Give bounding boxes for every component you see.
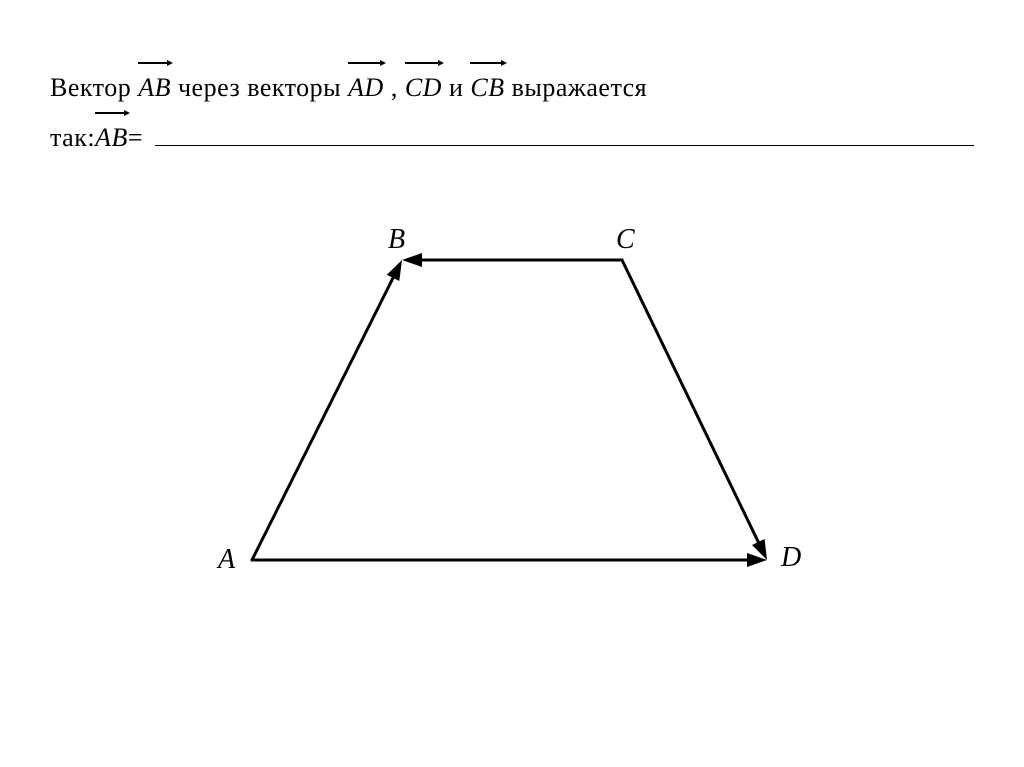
vector-ab (252, 260, 402, 560)
vector-cd (622, 260, 767, 560)
point-label-d: D (781, 542, 801, 574)
vector-diagram: A B C D (192, 220, 832, 600)
text-prefix: Вектор (50, 73, 138, 102)
vector-cb (402, 253, 622, 267)
answer-blank (155, 118, 974, 147)
text-sep2: и (449, 73, 470, 102)
problem-statement: Вектор AB через векторы AD , CD и CB выр… (50, 60, 974, 160)
point-label-b: B (388, 224, 405, 256)
point-label-a: A (218, 544, 235, 576)
diagram-svg (192, 220, 832, 600)
text-suffix: выражается (512, 73, 648, 102)
text-equals: = (128, 116, 143, 160)
vector-cd: CD (405, 60, 442, 110)
point-label-c: C (616, 224, 635, 256)
vector-cb: CB (470, 60, 504, 110)
vector-ab-eq: AB (95, 110, 128, 160)
diagram-container: A B C D (50, 220, 974, 600)
text-line2-prefix: так: (50, 116, 95, 160)
vector-ad: AD (348, 60, 384, 110)
vector-ad (252, 553, 767, 567)
text-sep1: , (391, 73, 405, 102)
text-mid1: через векторы (178, 73, 348, 102)
vector-ab: AB (138, 60, 171, 110)
